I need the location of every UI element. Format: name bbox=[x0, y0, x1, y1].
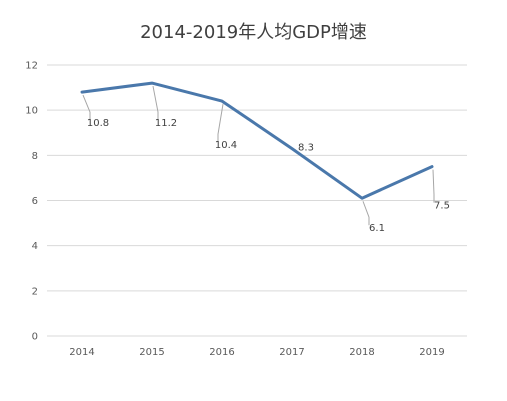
data-label: 11.2 bbox=[155, 118, 177, 129]
data-label: 10.8 bbox=[87, 118, 109, 129]
y-tick-label: 6 bbox=[32, 196, 38, 207]
data-label: 6.1 bbox=[369, 223, 385, 234]
y-tick-label: 2 bbox=[32, 286, 38, 297]
y-tick-label: 0 bbox=[32, 332, 38, 343]
y-tick-label: 10 bbox=[25, 106, 38, 117]
x-tick-label: 2018 bbox=[349, 347, 374, 358]
data-label: 10.4 bbox=[215, 140, 237, 151]
x-tick-label: 2017 bbox=[279, 347, 304, 358]
data-label-leader bbox=[432, 169, 435, 203]
data-label-leader bbox=[152, 85, 159, 121]
y-tick-label: 8 bbox=[32, 151, 38, 162]
y-tick-label: 12 bbox=[25, 61, 38, 72]
x-tick-label: 2016 bbox=[209, 347, 234, 358]
series-line bbox=[80, 81, 434, 200]
data-label-leader bbox=[217, 104, 224, 143]
chart-title: 2014-2019年人均GDP增速 bbox=[140, 22, 367, 43]
y-tick-label: 4 bbox=[32, 241, 38, 252]
x-tick-label: 2014 bbox=[69, 347, 94, 358]
data-label: 7.5 bbox=[434, 201, 450, 212]
data-label: 8.3 bbox=[298, 143, 314, 154]
data-label-leader bbox=[362, 201, 370, 226]
x-tick-label: 2015 bbox=[139, 347, 164, 358]
x-tick-label: 2019 bbox=[419, 347, 444, 358]
data-label-leader bbox=[82, 94, 91, 121]
